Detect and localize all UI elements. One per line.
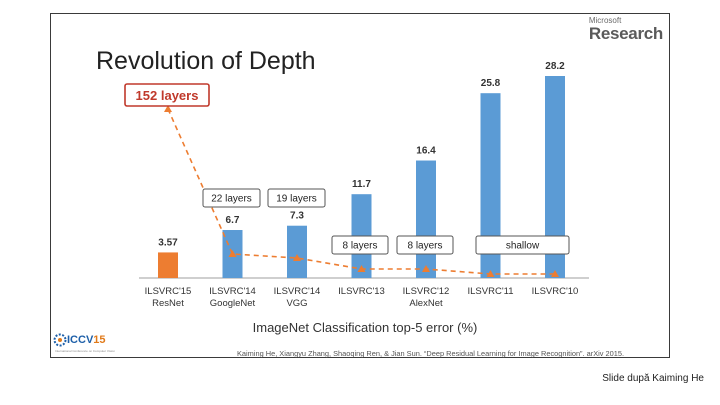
category-label-3-0: ILSVRC'13 xyxy=(338,286,385,297)
slide-title: Revolution of Depth xyxy=(96,47,316,75)
category-label-4-1: AlexNet xyxy=(409,298,443,309)
bar-value-label-3: 11.7 xyxy=(352,179,371,190)
layers-callout-box-1 xyxy=(202,188,261,208)
brand-small-text: Microsoft xyxy=(588,16,622,25)
category-label-0-0: ILSVRC'15 xyxy=(145,286,192,297)
bar-value-label-2: 7.3 xyxy=(290,211,304,222)
brand-big-text: Research xyxy=(588,24,663,43)
category-label-4-0: ILSVRC'12 xyxy=(403,286,450,297)
layers-callout-box-3 xyxy=(331,235,389,255)
category-label-6-0: ILSVRC'10 xyxy=(532,286,579,297)
layers-callout-label-2: 19 layers xyxy=(276,194,317,205)
layers-callout-label-1: 22 layers xyxy=(211,194,252,205)
layers-trend-marker-4 xyxy=(422,265,430,272)
layers-callout-label-4: 8 layers xyxy=(407,241,442,252)
category-label-2-0: ILSVRC'14 xyxy=(274,286,321,297)
bar-value-label-1: 6.7 xyxy=(226,215,240,226)
layers-trend-marker-5 xyxy=(486,270,495,277)
category-label-2-1: VGG xyxy=(286,298,307,309)
bar-value-label-5: 25.8 xyxy=(481,78,501,89)
layers-callout-label-3: 8 layers xyxy=(342,241,377,252)
iccv-logo: ICCV15 International Conference on Compu… xyxy=(53,333,115,357)
chart: 3.57 6.7 7.3 11.7 16.4 25.8 28.2 ILSVRC'15ResNe… xyxy=(124,61,589,335)
iccv-emblem-icon xyxy=(53,333,67,347)
slide: 3.57 6.7 7.3 11.7 16.4 25.8 28.2 ILSVRC'15 ResNe… xyxy=(50,13,670,358)
bar-value-label-4: 16.4 xyxy=(416,146,436,157)
layers-trend-marker-2 xyxy=(293,254,301,261)
layers-callout-box-5 xyxy=(475,235,570,255)
category-label-1-1: GoogleNet xyxy=(210,298,256,309)
bar-value-label-0: 3.57 xyxy=(158,237,178,248)
bar-0 xyxy=(158,252,178,278)
layers-trend-marker-6 xyxy=(551,270,559,277)
layers-callout-label-0: 152 layers xyxy=(136,88,199,103)
citation: Kaiming He, Xiangyu Zhang, Shaoqing Ren,… xyxy=(237,349,625,358)
microsoft-research-logo: Microsoft Research xyxy=(589,16,663,43)
x-axis-title: ImageNet Classification top-5 error (%) xyxy=(253,320,478,335)
layers-callout-box-2 xyxy=(267,188,326,208)
layers-callout-label-5: shallow xyxy=(506,241,540,252)
iccv-logo-text: ICCV15 xyxy=(67,334,106,346)
slide-credit: Slide după Kaiming He xyxy=(602,373,704,384)
iccv-logo-subtitle: International Conference on Computer Vis… xyxy=(55,349,115,353)
layers-trend-marker-0 xyxy=(164,105,172,112)
layers-trend-marker-1 xyxy=(228,250,237,257)
layers-trend-marker-3 xyxy=(357,265,366,272)
layers-callout-box-0 xyxy=(124,83,210,107)
bar-value-label-6: 28.2 xyxy=(545,61,565,72)
category-label-0-1: ResNet xyxy=(152,298,184,309)
iccv-logo-year: 15 xyxy=(93,334,106,346)
bar-4 xyxy=(416,160,436,278)
layers-callout-box-4 xyxy=(396,235,454,255)
category-label-1-0: ILSVRC'14 xyxy=(209,286,256,297)
bar-6 xyxy=(545,76,565,278)
category-label-5-0: ILSVRC'11 xyxy=(468,286,514,297)
bar-5 xyxy=(480,93,501,278)
iccv-logo-name: ICCV xyxy=(67,334,94,346)
bar-2 xyxy=(287,225,307,278)
